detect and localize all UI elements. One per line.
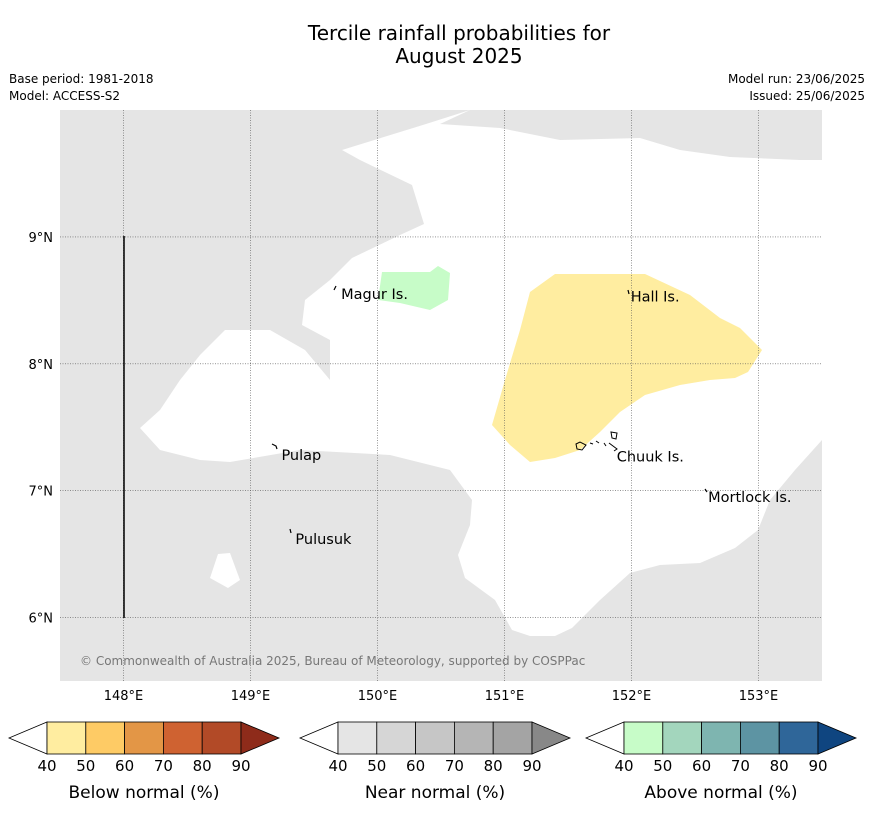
near-normal-hole	[210, 553, 240, 588]
colorbar-3: 40 50 60 70 80 90 Above normal (%)	[584, 721, 858, 803]
island-magur	[333, 285, 337, 291]
colorbar-segment	[162, 721, 203, 755]
lat-tick-label: 8°N	[29, 358, 54, 373]
lon-tick-label: 151°E	[485, 689, 525, 704]
colorbar-segment	[376, 721, 416, 755]
colorbar-min-extension	[298, 721, 339, 755]
place-label: Mortlock Is.	[708, 490, 791, 506]
chart-title: Tercile rainfall probabilities for Augus…	[0, 22, 873, 68]
colorbar-max-extension	[531, 721, 572, 755]
near-normal-region-southeast	[680, 573, 822, 681]
lat-tick-label: 9°N	[29, 231, 54, 246]
place-label: Hall Is.	[631, 290, 680, 306]
islands	[271, 285, 708, 534]
near-normal-region-north	[440, 110, 822, 160]
latitude-axis: 6°N 7°N 8°N 9°N	[29, 231, 54, 627]
colorbar-tick-label: 90	[522, 757, 541, 775]
colorbar-segment	[492, 721, 533, 755]
colorbar-tick-label: 90	[231, 757, 250, 775]
issued-date: Issued: 25/06/2025	[749, 89, 865, 103]
place-labels: Magur Is. Hall Is. Pulap Chuuk Is. Mortlock …	[281, 287, 791, 548]
island-chuuk-lagoon	[575, 431, 618, 452]
colorbar-segment	[201, 721, 242, 755]
colorbar-min-extension	[7, 721, 48, 755]
colorbar-segment	[85, 721, 126, 755]
colorbar-tick-label: 80	[484, 757, 503, 775]
place-label: Chuuk Is.	[617, 449, 684, 465]
island-hall	[627, 289, 630, 295]
lon-tick-label: 152°E	[612, 689, 652, 704]
lon-tick-label: 153°E	[739, 689, 779, 704]
island-pulusuk	[289, 528, 292, 534]
copyright-text: © Commonwealth of Australia 2025, Bureau…	[80, 654, 585, 668]
colorbar-tick-label: 80	[193, 757, 212, 775]
colorbar-tick-label: 50	[76, 757, 95, 775]
colorbar-title: Near normal (%)	[365, 783, 505, 803]
colorbar-tick-label: 90	[808, 757, 827, 775]
colorbar-tick-label: 70	[445, 757, 464, 775]
colorbar-segment	[623, 721, 664, 755]
title-line-2: August 2025	[395, 44, 523, 68]
colorbars: 40 50 60 70 80 90 Below normal (%) 40 50 60 70 80 90…	[7, 721, 858, 803]
title-line-1: Tercile rainfall probabilities for	[307, 21, 611, 45]
meta-right: Model run: 23/06/2025 Issued: 25/06/2025	[728, 71, 865, 105]
model-run: Model run: 23/06/2025	[727, 72, 865, 86]
map-plot-area: Magur Is. Hall Is. Pulap Chuuk Is. Mortlock …	[60, 110, 822, 681]
colorbar-tick-label: 50	[367, 757, 386, 775]
meta-left: Base period: 1981-2018 Model: ACCESS-S2	[9, 71, 154, 105]
lon-tick-label: 148°E	[104, 689, 144, 704]
place-label: Pulap	[281, 448, 321, 464]
colorbar-tick-label: 70	[154, 757, 173, 775]
colorbar-tick-label: 40	[614, 757, 633, 775]
colorbar-max-extension	[817, 721, 858, 755]
colorbar-max-extension	[240, 721, 281, 755]
model-name: Model: ACCESS-S2	[9, 89, 121, 103]
colorbar-tick-label: 40	[37, 757, 56, 775]
colorbar-segment	[662, 721, 702, 755]
colorbar-segment	[740, 721, 780, 755]
base-period: Base period: 1981-2018	[9, 72, 154, 86]
above-normal-region	[378, 266, 450, 310]
colorbar-segment	[337, 721, 378, 755]
colorbar-tick-label: 40	[328, 757, 347, 775]
lon-tick-label: 150°E	[358, 689, 398, 704]
longitude-axis: 148°E 149°E 150°E 151°E 152°E 153°E	[104, 689, 779, 704]
lon-tick-label: 149°E	[231, 689, 271, 704]
colorbar-segment	[124, 721, 164, 755]
colorbar-segment	[778, 721, 819, 755]
colorbar-segment	[46, 721, 87, 755]
colorbar-segment	[453, 721, 494, 755]
lat-tick-label: 7°N	[29, 485, 54, 500]
colorbar-segment	[415, 721, 455, 755]
colorbar-tick-label: 60	[115, 757, 134, 775]
colorbar-tick-label: 60	[406, 757, 425, 775]
colorbar-1: 40 50 60 70 80 90 Below normal (%)	[7, 721, 281, 803]
colorbar-tick-label: 70	[731, 757, 750, 775]
colorbar-tick-label: 50	[653, 757, 672, 775]
colorbar-tick-label: 60	[692, 757, 711, 775]
colorbar-2: 40 50 60 70 80 90 Near normal (%)	[298, 721, 572, 803]
lat-tick-label: 6°N	[29, 612, 54, 627]
colorbar-title: Above normal (%)	[644, 783, 797, 803]
place-label: Pulusuk	[295, 532, 352, 548]
colorbar-title: Below normal (%)	[69, 783, 220, 803]
island-mortlock	[704, 488, 708, 493]
colorbar-min-extension	[584, 721, 625, 755]
colorbar-tick-label: 80	[770, 757, 789, 775]
below-normal-region	[492, 274, 762, 462]
island-pulap	[271, 443, 278, 450]
colorbar-segment	[701, 721, 741, 755]
place-label: Magur Is.	[341, 287, 408, 303]
